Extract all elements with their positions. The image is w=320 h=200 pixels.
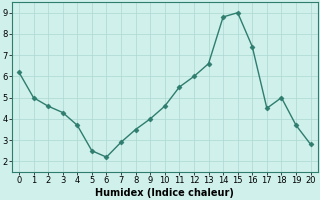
X-axis label: Humidex (Indice chaleur): Humidex (Indice chaleur) (95, 188, 234, 198)
